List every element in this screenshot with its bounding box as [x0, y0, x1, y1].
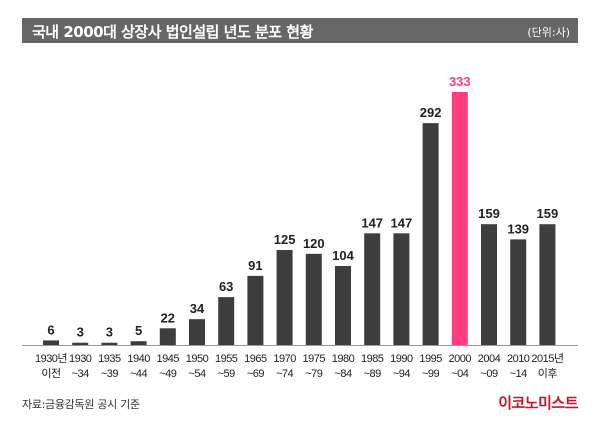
bar — [247, 275, 264, 345]
data-label: 147 — [361, 215, 383, 230]
x-tick-label: ~59 — [218, 368, 236, 380]
x-tick-label: 2004 — [478, 353, 501, 365]
x-tick-label: 1935 — [98, 353, 121, 365]
x-tick-label: 1985 — [361, 353, 384, 365]
x-tick-label: 1950 — [186, 353, 209, 365]
x-tick-label: ~04 — [451, 368, 469, 380]
x-tick-label: ~74 — [276, 368, 294, 380]
bar — [335, 265, 351, 345]
source-note: 자료:금융감독원 공시 기준 — [22, 398, 140, 411]
x-tick-label: 1940 — [127, 353, 150, 365]
data-label: 292 — [420, 105, 442, 120]
title-bar: 국내 2000대 상장사 법인설립 년도 분포 현황 (단위:사) — [22, 18, 578, 43]
bar — [539, 224, 556, 345]
bar — [189, 319, 205, 345]
x-tick-label: 이후 — [538, 367, 558, 380]
data-label: 34 — [190, 301, 205, 316]
bar — [422, 123, 439, 345]
x-tick-label: ~34 — [72, 368, 90, 380]
data-label: 159 — [537, 206, 559, 221]
data-label: 147 — [391, 215, 413, 230]
x-tick-label: ~09 — [480, 368, 498, 380]
bar — [481, 224, 497, 345]
x-tick-label: 2015년 — [531, 352, 563, 365]
x-tick-label: 1930년 — [35, 352, 67, 365]
x-tick-label: ~69 — [247, 368, 265, 380]
chart-title: 국내 2000대 상장사 법인설립 년도 분포 현황 — [32, 23, 313, 41]
data-label: 91 — [248, 258, 262, 273]
data-label: 125 — [274, 232, 296, 247]
data-label: 22 — [161, 310, 175, 325]
x-tick-label: ~39 — [101, 368, 119, 380]
x-tick-label: ~94 — [393, 368, 411, 380]
data-label: 159 — [478, 206, 500, 221]
data-label: 104 — [332, 248, 354, 263]
bar — [130, 341, 147, 345]
data-label: 3 — [106, 325, 113, 340]
bar — [393, 233, 410, 345]
data-label: 6 — [47, 322, 54, 337]
data-label: 63 — [219, 279, 233, 294]
unit-label: (단위:사) — [527, 26, 570, 39]
x-tick-label: 1980 — [332, 353, 355, 365]
publisher-logo: 이코노미스트 — [498, 394, 578, 412]
bar — [305, 253, 322, 345]
x-tick-label: 1930 — [69, 353, 92, 365]
x-tick-label: 1955 — [215, 353, 238, 365]
x-tick-label: 1990 — [390, 353, 413, 365]
bar — [451, 92, 468, 345]
x-tick-label: 1975 — [303, 353, 326, 365]
data-label: 120 — [303, 236, 325, 251]
bar — [364, 233, 381, 345]
x-tick-label: ~14 — [510, 368, 528, 380]
bar — [43, 340, 59, 345]
x-tick-label: 이전 — [41, 367, 60, 380]
x-tick-label: 1970 — [273, 353, 296, 365]
x-tick-label: ~49 — [159, 368, 177, 380]
x-tick-label: 1995 — [419, 353, 442, 365]
bar — [159, 328, 176, 345]
data-label: 3 — [77, 325, 84, 340]
bar — [72, 342, 89, 345]
bar — [510, 239, 527, 345]
data-label: 333 — [449, 74, 471, 89]
x-tick-label: ~54 — [188, 368, 206, 380]
bar — [276, 250, 293, 345]
x-tick-label: 1965 — [244, 353, 267, 365]
x-tick-label: ~99 — [422, 368, 440, 380]
x-tick-label: ~89 — [364, 368, 382, 380]
data-label: 139 — [507, 221, 529, 236]
x-tick-label: 1945 — [157, 353, 180, 365]
x-tick-label: ~84 — [334, 368, 352, 380]
x-tick-label: 2010 — [507, 353, 530, 365]
x-tick-label: ~44 — [130, 368, 148, 380]
bar — [101, 342, 118, 345]
data-label: 5 — [135, 323, 142, 338]
bar — [218, 297, 235, 345]
x-tick-label: 2000 — [449, 353, 472, 365]
x-tick-label: ~79 — [305, 368, 323, 380]
